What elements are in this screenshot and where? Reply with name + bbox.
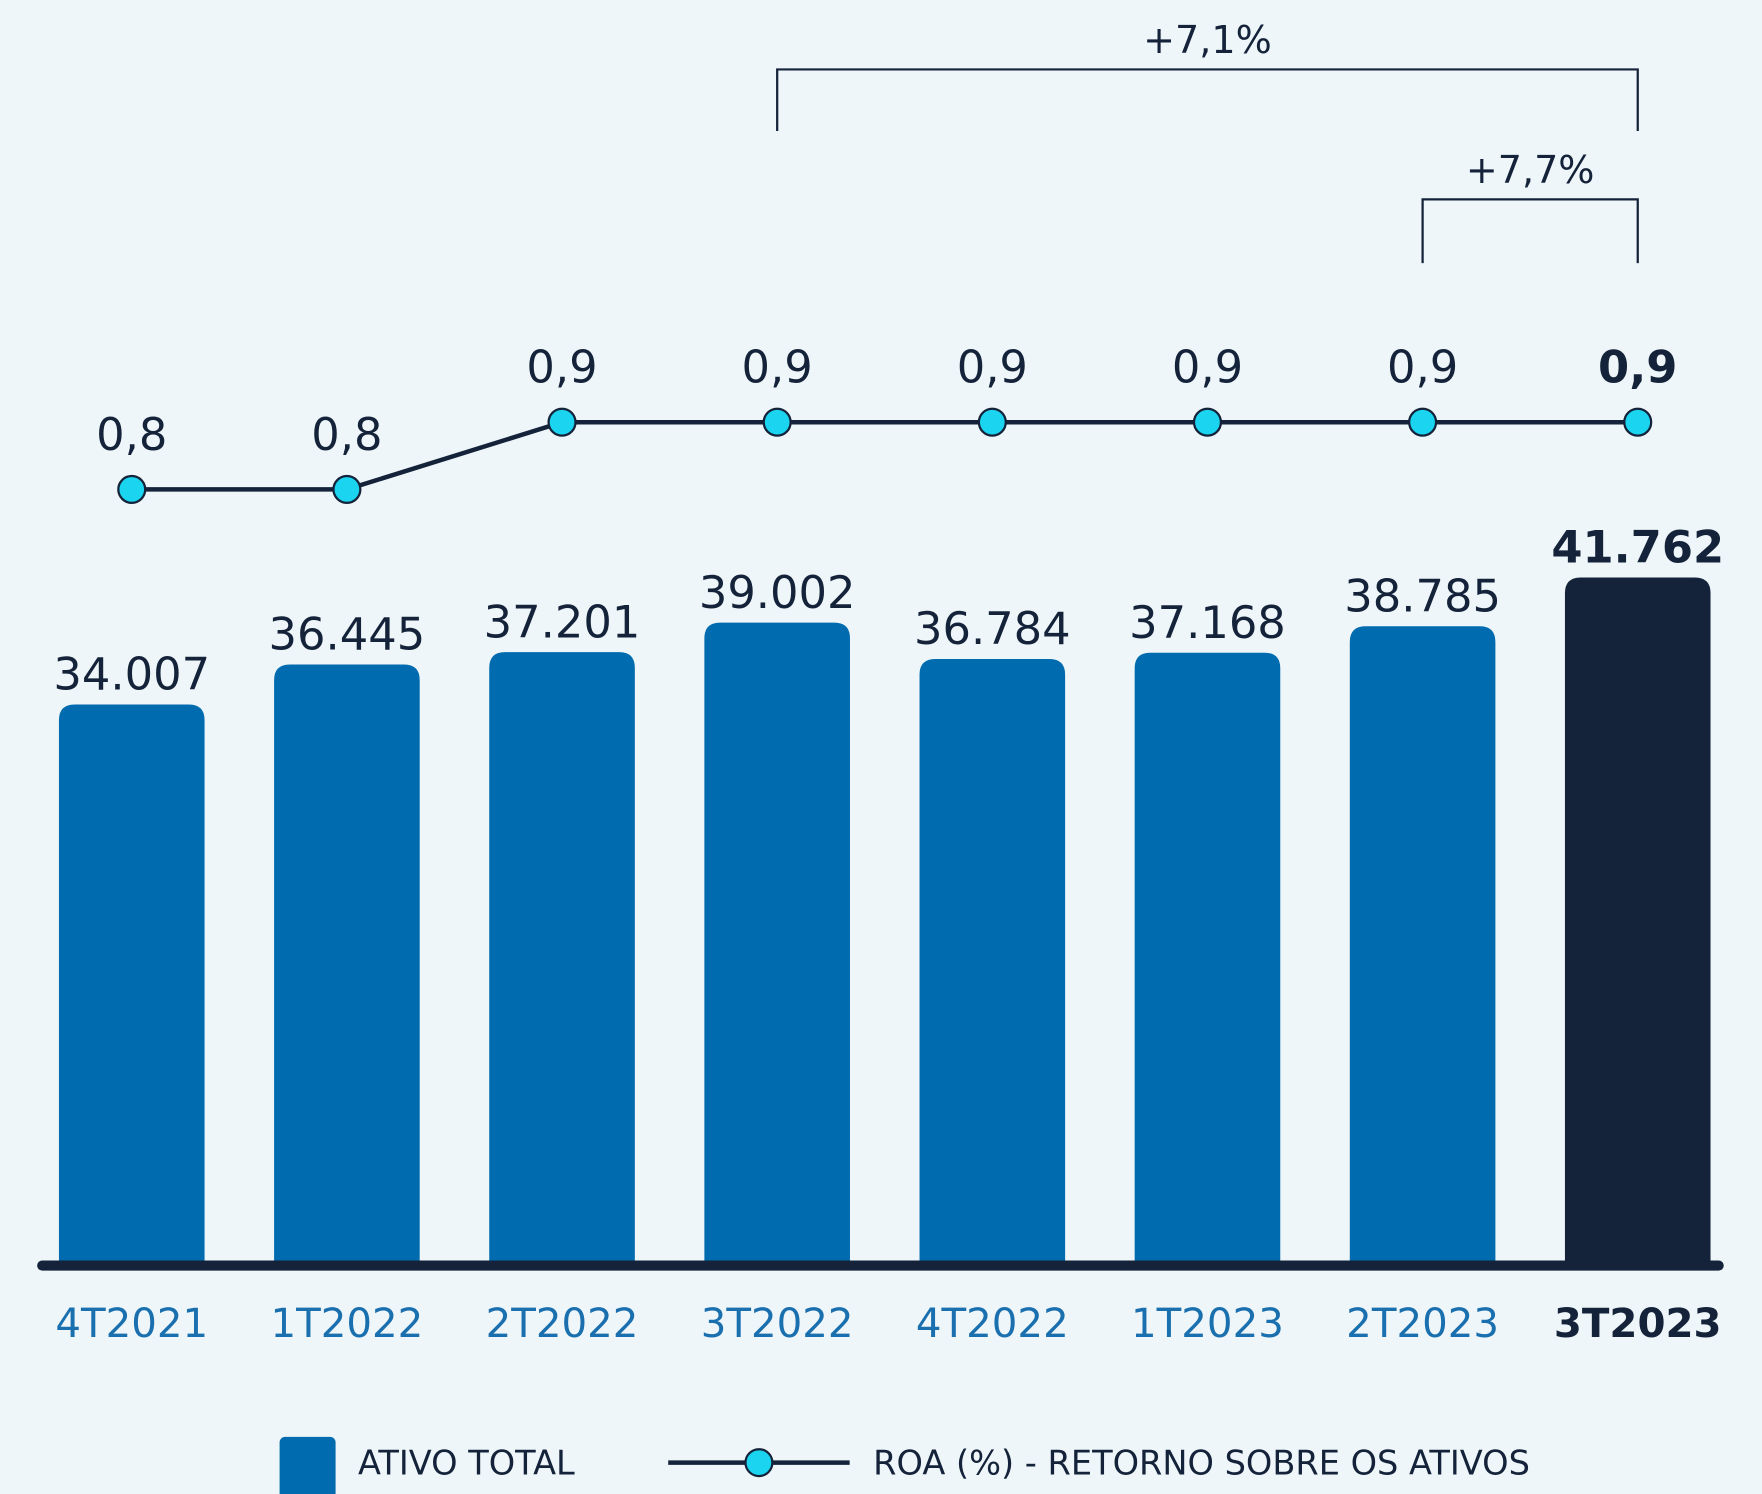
roa-marker — [1192, 407, 1223, 437]
x-tick-label: 3T2023 — [1554, 1300, 1722, 1347]
x-tick-label: 4T2021 — [55, 1300, 208, 1347]
value-label: 34.007 — [53, 648, 210, 701]
bar — [1349, 626, 1496, 1262]
value-label: 0,9 — [526, 341, 597, 394]
x-tick-label: 3T2022 — [701, 1300, 854, 1347]
value-label: 41.762 — [1551, 521, 1724, 574]
value-label: 0,8 — [96, 408, 167, 461]
value-label: 0,9 — [1172, 341, 1243, 394]
x-tick-label: 2T2023 — [1346, 1300, 1499, 1347]
value-label: 38.785 — [1344, 569, 1501, 622]
x-tick-label: 1T2022 — [270, 1300, 423, 1347]
value-label: 39.002 — [699, 566, 856, 619]
legend-swatch — [279, 1436, 336, 1494]
x-tick-label: 4T2022 — [916, 1300, 1069, 1347]
bar — [274, 664, 420, 1262]
roa-marker — [1623, 407, 1653, 437]
roa-marker — [332, 474, 362, 504]
value-label: 36.784 — [914, 602, 1071, 655]
roa-marker — [1408, 407, 1438, 437]
bar — [1564, 577, 1711, 1262]
roa-marker — [977, 407, 1007, 437]
value-label: 36.445 — [269, 608, 426, 661]
value-label: 0,9 — [1598, 341, 1677, 394]
bar — [919, 658, 1066, 1262]
bar — [58, 704, 205, 1262]
legend-label: ATIVO TOTAL — [358, 1443, 575, 1482]
annotation: +7,1% — [1143, 18, 1272, 62]
bar — [704, 622, 850, 1262]
x-tick-label: 2T2022 — [486, 1300, 639, 1347]
roa-marker — [117, 474, 147, 504]
legend-label: ROA (%) - RETORNO SOBRE OS ATIVOS — [873, 1443, 1530, 1482]
value-label: 37.168 — [1129, 596, 1286, 649]
bar — [489, 652, 635, 1262]
bar — [1134, 652, 1281, 1262]
value-label: 0,9 — [1387, 341, 1458, 394]
roa-marker — [547, 407, 577, 437]
roa-line — [131, 419, 1638, 492]
value-label: 37.201 — [484, 595, 641, 648]
x-tick-label: 1T2023 — [1131, 1300, 1284, 1347]
bracket — [1421, 198, 1639, 264]
value-label: 0,8 — [311, 408, 382, 461]
bracket — [776, 68, 1639, 132]
value-label: 0,9 — [742, 341, 813, 394]
legend-marker — [744, 1448, 774, 1478]
annotation: +7,7% — [1466, 148, 1595, 192]
value-label: 0,9 — [957, 341, 1028, 394]
roa-marker — [762, 407, 792, 437]
